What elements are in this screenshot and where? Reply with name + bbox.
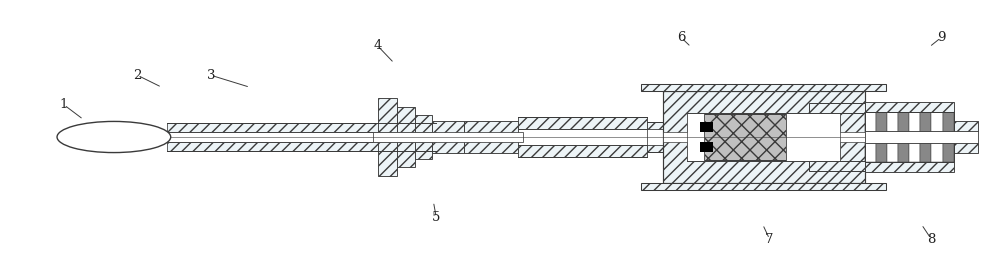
Bar	[518, 145, 647, 157]
Bar	[887, 112, 898, 162]
Text: 9: 9	[937, 31, 945, 44]
Bar	[464, 121, 518, 153]
Bar	[167, 123, 436, 132]
Bar	[378, 98, 397, 176]
Text: 1: 1	[60, 98, 68, 111]
Bar	[167, 132, 436, 142]
Bar	[704, 114, 786, 160]
Bar	[865, 112, 954, 162]
Bar	[432, 121, 464, 153]
Bar	[865, 131, 978, 143]
Bar	[809, 161, 865, 170]
Bar	[865, 112, 876, 162]
Bar	[909, 112, 920, 162]
Bar	[865, 162, 954, 172]
Bar	[373, 132, 523, 142]
Text: 4: 4	[373, 39, 382, 52]
Bar	[641, 183, 886, 190]
Bar	[865, 102, 954, 112]
Bar	[518, 117, 647, 129]
Bar	[931, 112, 943, 162]
Bar	[647, 145, 663, 152]
Bar	[809, 104, 865, 113]
Text: 6: 6	[677, 31, 686, 44]
Bar	[954, 121, 978, 153]
Bar	[700, 142, 713, 152]
Bar	[876, 112, 887, 162]
Bar	[641, 84, 886, 91]
Bar	[415, 115, 432, 159]
Bar	[920, 112, 931, 162]
Bar	[898, 112, 909, 162]
Bar	[397, 107, 415, 167]
Text: 2: 2	[133, 69, 142, 82]
Text: 3: 3	[207, 69, 215, 82]
Bar	[167, 142, 436, 151]
Text: 8: 8	[927, 233, 935, 246]
Bar	[687, 113, 704, 161]
Text: 7: 7	[765, 233, 774, 246]
Bar	[700, 122, 713, 132]
Bar	[663, 132, 865, 142]
Bar	[786, 113, 840, 161]
Bar	[647, 122, 663, 129]
Bar	[687, 113, 840, 161]
Bar	[943, 112, 954, 162]
Bar	[518, 129, 647, 145]
Text: 5: 5	[432, 211, 440, 224]
Circle shape	[57, 121, 171, 153]
Bar	[663, 91, 865, 183]
